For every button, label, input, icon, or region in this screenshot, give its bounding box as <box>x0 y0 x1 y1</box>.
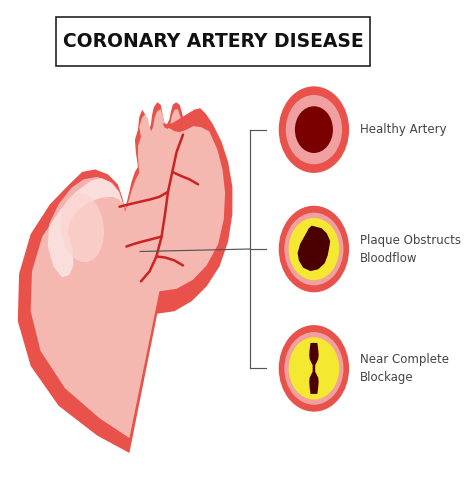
Ellipse shape <box>295 106 333 153</box>
Polygon shape <box>48 177 124 277</box>
Ellipse shape <box>284 332 344 405</box>
Text: Plaque Obstructs
Bloodflow: Plaque Obstructs Bloodflow <box>360 233 461 265</box>
Text: Healthy Artery: Healthy Artery <box>360 123 447 136</box>
Text: Near Complete
Blockage: Near Complete Blockage <box>360 353 449 384</box>
Ellipse shape <box>289 218 339 280</box>
Ellipse shape <box>279 206 349 292</box>
Polygon shape <box>309 343 319 394</box>
Polygon shape <box>18 102 232 453</box>
Text: CORONARY ARTERY DISEASE: CORONARY ARTERY DISEASE <box>63 32 364 51</box>
Ellipse shape <box>279 87 349 173</box>
Polygon shape <box>298 226 330 271</box>
Ellipse shape <box>60 193 104 262</box>
Ellipse shape <box>279 325 349 411</box>
Ellipse shape <box>289 337 339 399</box>
Ellipse shape <box>284 213 344 285</box>
Polygon shape <box>31 109 225 438</box>
FancyBboxPatch shape <box>56 17 370 66</box>
Polygon shape <box>163 111 212 132</box>
Ellipse shape <box>286 95 342 164</box>
